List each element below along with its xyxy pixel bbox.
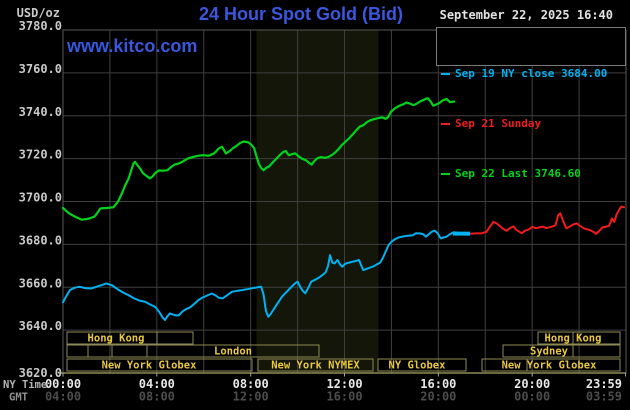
y-tick-label: 3720.0: [19, 148, 62, 162]
y-tick-label: 3700.0: [19, 191, 62, 205]
x-tick-label-gmt: 03:59: [586, 390, 622, 404]
x-tick-label-gmt: 20:00: [420, 390, 456, 404]
session-box: [502, 344, 621, 358]
legend-item-sep21: Sep 21 Sunday: [441, 118, 625, 130]
session-label: New York NYMEX: [271, 360, 360, 372]
y-tick-label: 3660.0: [19, 276, 62, 290]
price-line-sep-22-last: [61, 97, 456, 221]
x-tick-label-gmt: 00:00: [514, 390, 550, 404]
session-box: [377, 358, 467, 372]
kitco-watermark-link[interactable]: www.kitco.com: [67, 36, 198, 56]
x-tick-label-ny: 20:00: [514, 377, 550, 391]
sep22-line-swatch-icon: [441, 173, 450, 175]
ny-time-axis-caption: NY Time: [3, 379, 47, 391]
session-box: [257, 358, 374, 372]
legend-label-sep22: Sep 22 Last 3746.60: [455, 167, 581, 180]
y-tick-label: 3760.0: [19, 62, 62, 76]
page-title: 24 Hour Spot Gold (Bid): [199, 4, 403, 24]
session-label: New York Globex: [102, 360, 198, 372]
x-tick-label-gmt: 08:00: [139, 390, 175, 404]
session-box: [87, 344, 148, 358]
legend-label-sep21: Sep 21 Sunday: [455, 117, 542, 130]
x-tick-label-gmt: 16:00: [326, 390, 362, 404]
legend-item-sep19: Sep 19 NY close 3684.00: [441, 68, 625, 80]
session-label: London: [214, 346, 252, 358]
session-box: [481, 358, 621, 372]
x-tick-label-gmt: 04:00: [45, 390, 81, 404]
session-label: Sydney: [530, 346, 569, 358]
y-tick-label: 3680.0: [19, 233, 62, 247]
y-tick-label: 3620.0: [19, 366, 62, 380]
datetime-label: September 22, 2025 16:40: [439, 8, 613, 22]
x-tick-label-gmt: 12:00: [233, 390, 269, 404]
unit-label: USD/oz: [16, 6, 60, 20]
x-tick-label-ny: 04:00: [139, 377, 175, 391]
session-label: Hong Kong: [88, 333, 145, 345]
price-line-sep-19-ny-close: [62, 229, 471, 321]
session-label: Hong Kong: [545, 333, 602, 345]
x-tick-label-ny: 16:00: [420, 377, 456, 391]
gmt-axis-caption: GMT: [9, 392, 28, 404]
session-label: New York Globex: [502, 360, 598, 372]
y-tick-label: 3640.0: [19, 319, 62, 333]
session-box: [66, 358, 253, 372]
legend-item-sep22: Sep 22 Last 3746.60: [441, 168, 625, 180]
sep21-line-swatch-icon: [441, 123, 450, 125]
y-tick-label: 3740.0: [19, 105, 62, 119]
session-box: [66, 331, 194, 345]
y-tick-label: 3780.0: [19, 19, 62, 33]
x-tick-label-ny: 12:00: [326, 377, 362, 391]
x-tick-label-ny: 00:00: [45, 377, 81, 391]
x-tick-label-ny: 08:00: [233, 377, 269, 391]
legend-box: Sep 19 NY close 3684.00 Sep 21 Sunday Se…: [436, 27, 626, 180]
session-label: NY Globex: [389, 360, 447, 372]
sep19-line-swatch-icon: [441, 73, 450, 75]
session-box: [537, 331, 621, 345]
session-box: [66, 344, 89, 358]
x-tick-label-ny: 23:59: [586, 377, 622, 391]
price-line-sep-21-sunday: [469, 205, 626, 235]
legend-label-sep19: Sep 19 NY close 3684.00: [455, 67, 608, 80]
session-box: [146, 344, 320, 358]
